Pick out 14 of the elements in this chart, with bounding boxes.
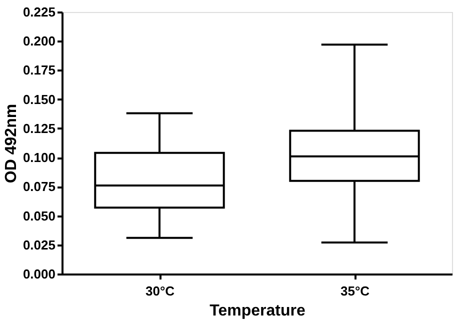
- x-tick-label: 30°C: [145, 284, 176, 298]
- y-tick-label: 0.025: [22, 237, 56, 252]
- y-tick-label: 0.200: [22, 34, 56, 49]
- x-tick-label: 35°C: [340, 284, 370, 298]
- y-tick-label: 0.100: [22, 150, 56, 166]
- y-tick-label: 0.150: [22, 92, 56, 107]
- x-axis-title: Temperature: [210, 302, 306, 320]
- y-tick-label: 0.000: [22, 266, 56, 282]
- y-tick-label: 0.075: [22, 179, 56, 194]
- y-tick-label: 0.225: [22, 4, 56, 20]
- y-tick-label: 0.125: [22, 120, 56, 136]
- y-axis-title: OD 492nm: [2, 104, 20, 184]
- y-tick-label: 0.050: [22, 208, 56, 224]
- y-tick-label: 0.175: [22, 62, 56, 78]
